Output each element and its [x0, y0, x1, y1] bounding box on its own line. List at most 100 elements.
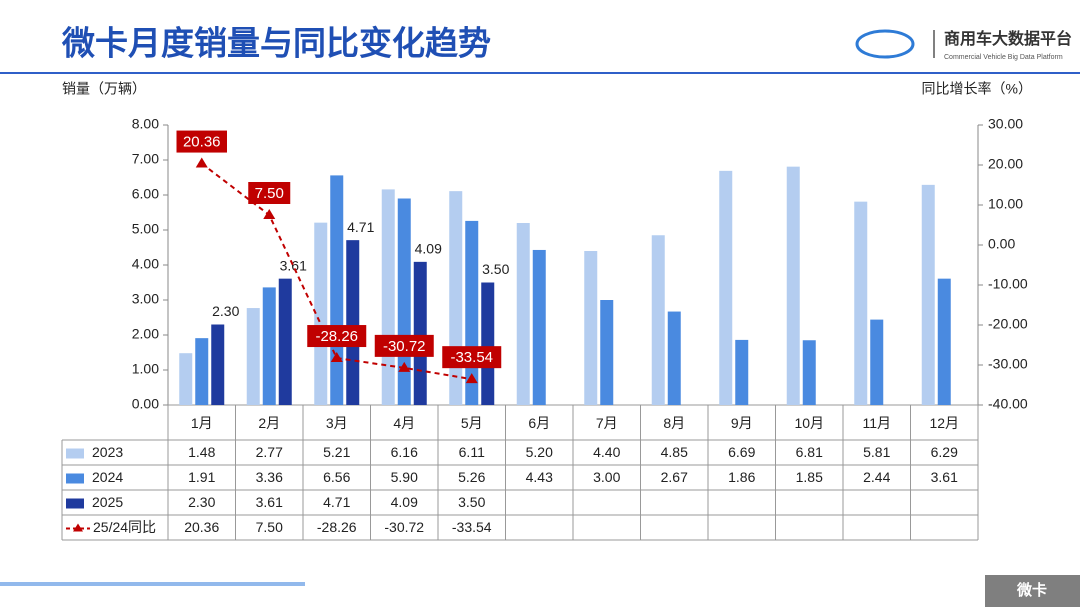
table-cell: 1.86	[728, 469, 755, 485]
bar	[870, 319, 884, 405]
y2-tick-label: 0.00	[988, 236, 1015, 252]
bar-value-label: 4.09	[415, 241, 442, 257]
bar	[786, 166, 800, 405]
table-cell: 5.21	[323, 444, 350, 460]
legend-marker	[73, 523, 83, 532]
legend-label: 2024	[92, 469, 123, 485]
bar	[600, 300, 614, 405]
table-cell: -28.26	[317, 519, 357, 535]
table-cell: 1.91	[188, 469, 215, 485]
bar	[651, 235, 665, 405]
table-cell: 6.16	[391, 444, 418, 460]
bar	[719, 170, 733, 405]
x-tick-label: 12月	[929, 415, 959, 431]
bar	[413, 261, 427, 405]
y2-tick-label: -10.00	[988, 276, 1028, 292]
table-cell: 2.67	[661, 469, 688, 485]
legend-label: 25/24同比	[93, 519, 156, 535]
legend-swatch	[66, 473, 84, 484]
line-marker	[263, 209, 276, 219]
y-axis-label: 销量（万辆）	[62, 81, 146, 97]
line-marker	[398, 361, 411, 372]
x-tick-label: 10月	[794, 415, 824, 431]
y-tick-label: 7.00	[132, 151, 159, 167]
footer-tag-box	[985, 575, 1080, 607]
y2-tick-label: -20.00	[988, 316, 1028, 332]
bar	[481, 282, 495, 405]
y-tick-label: 1.00	[132, 361, 159, 377]
line-label-box	[176, 130, 227, 153]
logo-subtitle: Commercial Vehicle Big Data Platform	[944, 54, 1063, 61]
table-cell: 5.20	[526, 444, 553, 460]
y2-tick-label: 10.00	[988, 196, 1023, 212]
bar	[314, 222, 328, 405]
table-cell: 20.36	[184, 519, 219, 535]
y-tick-label: 4.00	[132, 256, 159, 272]
bar	[735, 339, 749, 405]
y-tick-label: 8.00	[132, 116, 159, 132]
bar	[667, 311, 681, 405]
legend-swatch	[66, 498, 84, 509]
legend-label: 2023	[92, 444, 123, 460]
x-tick-label: 6月	[528, 415, 550, 431]
table-cell: 5.90	[391, 469, 418, 485]
bar	[246, 308, 260, 405]
line-label-box	[442, 346, 502, 369]
x-tick-label: 9月	[731, 415, 753, 431]
y-tick-label: 5.00	[132, 221, 159, 237]
line-label-box	[307, 325, 367, 348]
x-tick-label: 3月	[326, 415, 348, 431]
line-value-label: -30.72	[383, 338, 426, 355]
x-tick-label: 1月	[191, 415, 213, 431]
table-cell: 5.26	[458, 469, 485, 485]
legend-label: 2025	[92, 494, 123, 510]
table-cell: 4.40	[593, 444, 620, 460]
line-marker	[195, 157, 208, 168]
bar	[802, 340, 816, 405]
line-value-label: 7.50	[255, 185, 284, 202]
table-cell: 3.61	[931, 469, 958, 485]
line-label-box	[248, 182, 291, 204]
bar	[516, 223, 530, 405]
table-cell: 3.00	[593, 469, 620, 485]
line-value-label: -28.26	[315, 328, 358, 345]
bar-value-label: 2.30	[212, 303, 239, 319]
y2-tick-label: 30.00	[988, 116, 1023, 132]
logo-name: 商用车大数据平台	[944, 29, 1072, 48]
table-cell: 2.77	[256, 444, 283, 460]
table-cell: 7.50	[256, 519, 283, 535]
table-cell: 4.09	[391, 494, 418, 510]
bar-value-label: 4.71	[347, 219, 374, 235]
line-value-label: 20.36	[183, 134, 221, 151]
table-cell: 3.50	[458, 494, 485, 510]
line-label-box	[374, 334, 434, 357]
bar	[854, 201, 868, 405]
table-cell: -33.54	[452, 519, 492, 535]
table-cell: 4.71	[323, 494, 350, 510]
table-cell: 6.81	[796, 444, 823, 460]
bar	[449, 191, 463, 405]
y-tick-label: 0.00	[132, 396, 159, 412]
table-cell: 4.85	[661, 444, 688, 460]
bar	[195, 338, 209, 405]
slide-title: 微卡月度销量与同比变化趋势	[61, 25, 491, 62]
table-cell: 4.43	[526, 469, 553, 485]
bar	[937, 278, 951, 405]
table-cell: 6.69	[728, 444, 755, 460]
bar	[330, 175, 344, 405]
table-cell: 6.56	[323, 469, 350, 485]
bar	[921, 184, 935, 405]
bar	[584, 251, 598, 405]
table-cell: 6.11	[459, 444, 485, 460]
table-cell: -30.72	[384, 519, 424, 535]
line-marker	[465, 373, 478, 384]
table-cell: 3.61	[256, 494, 283, 510]
legend-swatch	[66, 448, 84, 459]
bar	[278, 278, 292, 405]
x-tick-label: 11月	[862, 415, 891, 431]
table-cell: 1.85	[796, 469, 823, 485]
x-tick-label: 7月	[596, 415, 618, 431]
bar	[179, 353, 193, 405]
bar	[381, 189, 395, 405]
